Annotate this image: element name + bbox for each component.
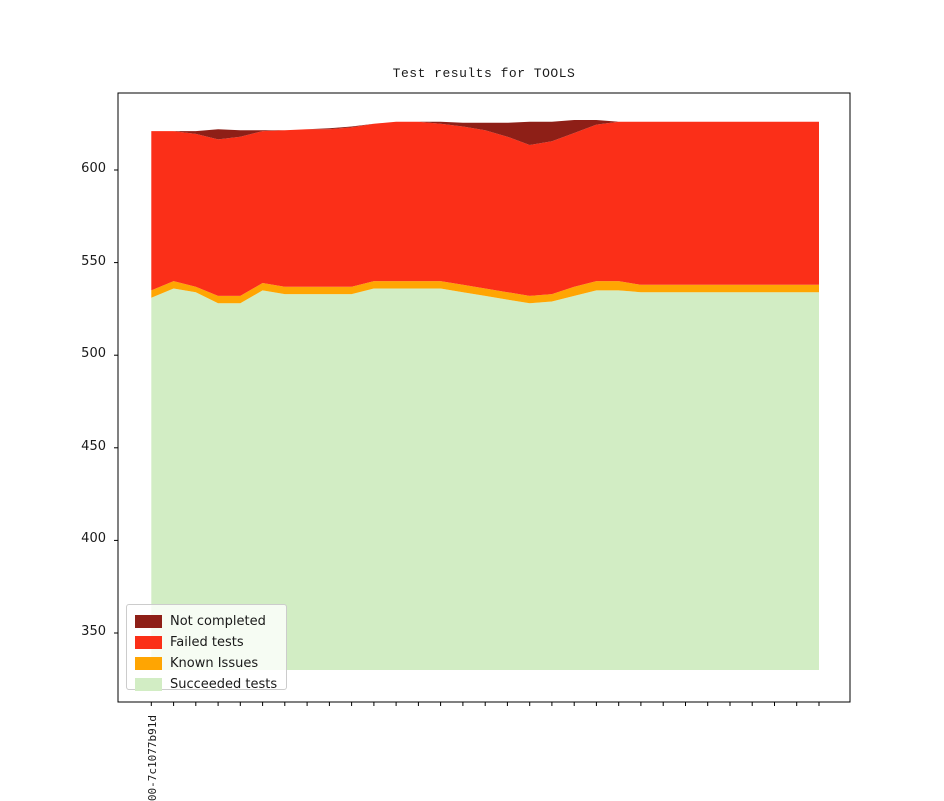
y-tick-label: 450 [81,438,106,454]
legend-swatch-failed-tests [135,636,162,649]
legend-item: Not completed [135,611,286,632]
area-failed-tests [151,121,820,296]
legend-label: Failed tests [170,635,244,650]
legend-swatch-not-completed [135,615,162,628]
legend-label: Not completed [170,614,266,629]
legend: Not completed Failed tests Known Issues Suc… [126,604,287,692]
area-succeeded-tests [151,288,820,670]
legend-swatch-known-issues [135,657,162,670]
legend-item: Succeeded tests [135,674,286,695]
area-not-completed [151,120,820,145]
x-first-tick-label: 00-7c1077b91d [146,715,159,801]
y-tick-label: 600 [81,161,106,176]
legend-item: Known Issues [135,653,286,674]
y-tick-label: 550 [81,253,106,269]
plot-border [117,92,851,703]
legend-swatch-succeeded-tests [135,678,162,691]
legend-item: Failed tests [135,632,286,653]
legend-label: Known Issues [170,656,259,671]
chart-title: Test results for TOOLS [392,66,576,81]
y-tick-label: 500 [81,346,106,362]
legend-label: Succeeded tests [170,677,278,692]
y-tick-label: 400 [81,531,106,547]
area-known-issues [151,281,820,304]
y-tick-label: 350 [81,624,106,639]
